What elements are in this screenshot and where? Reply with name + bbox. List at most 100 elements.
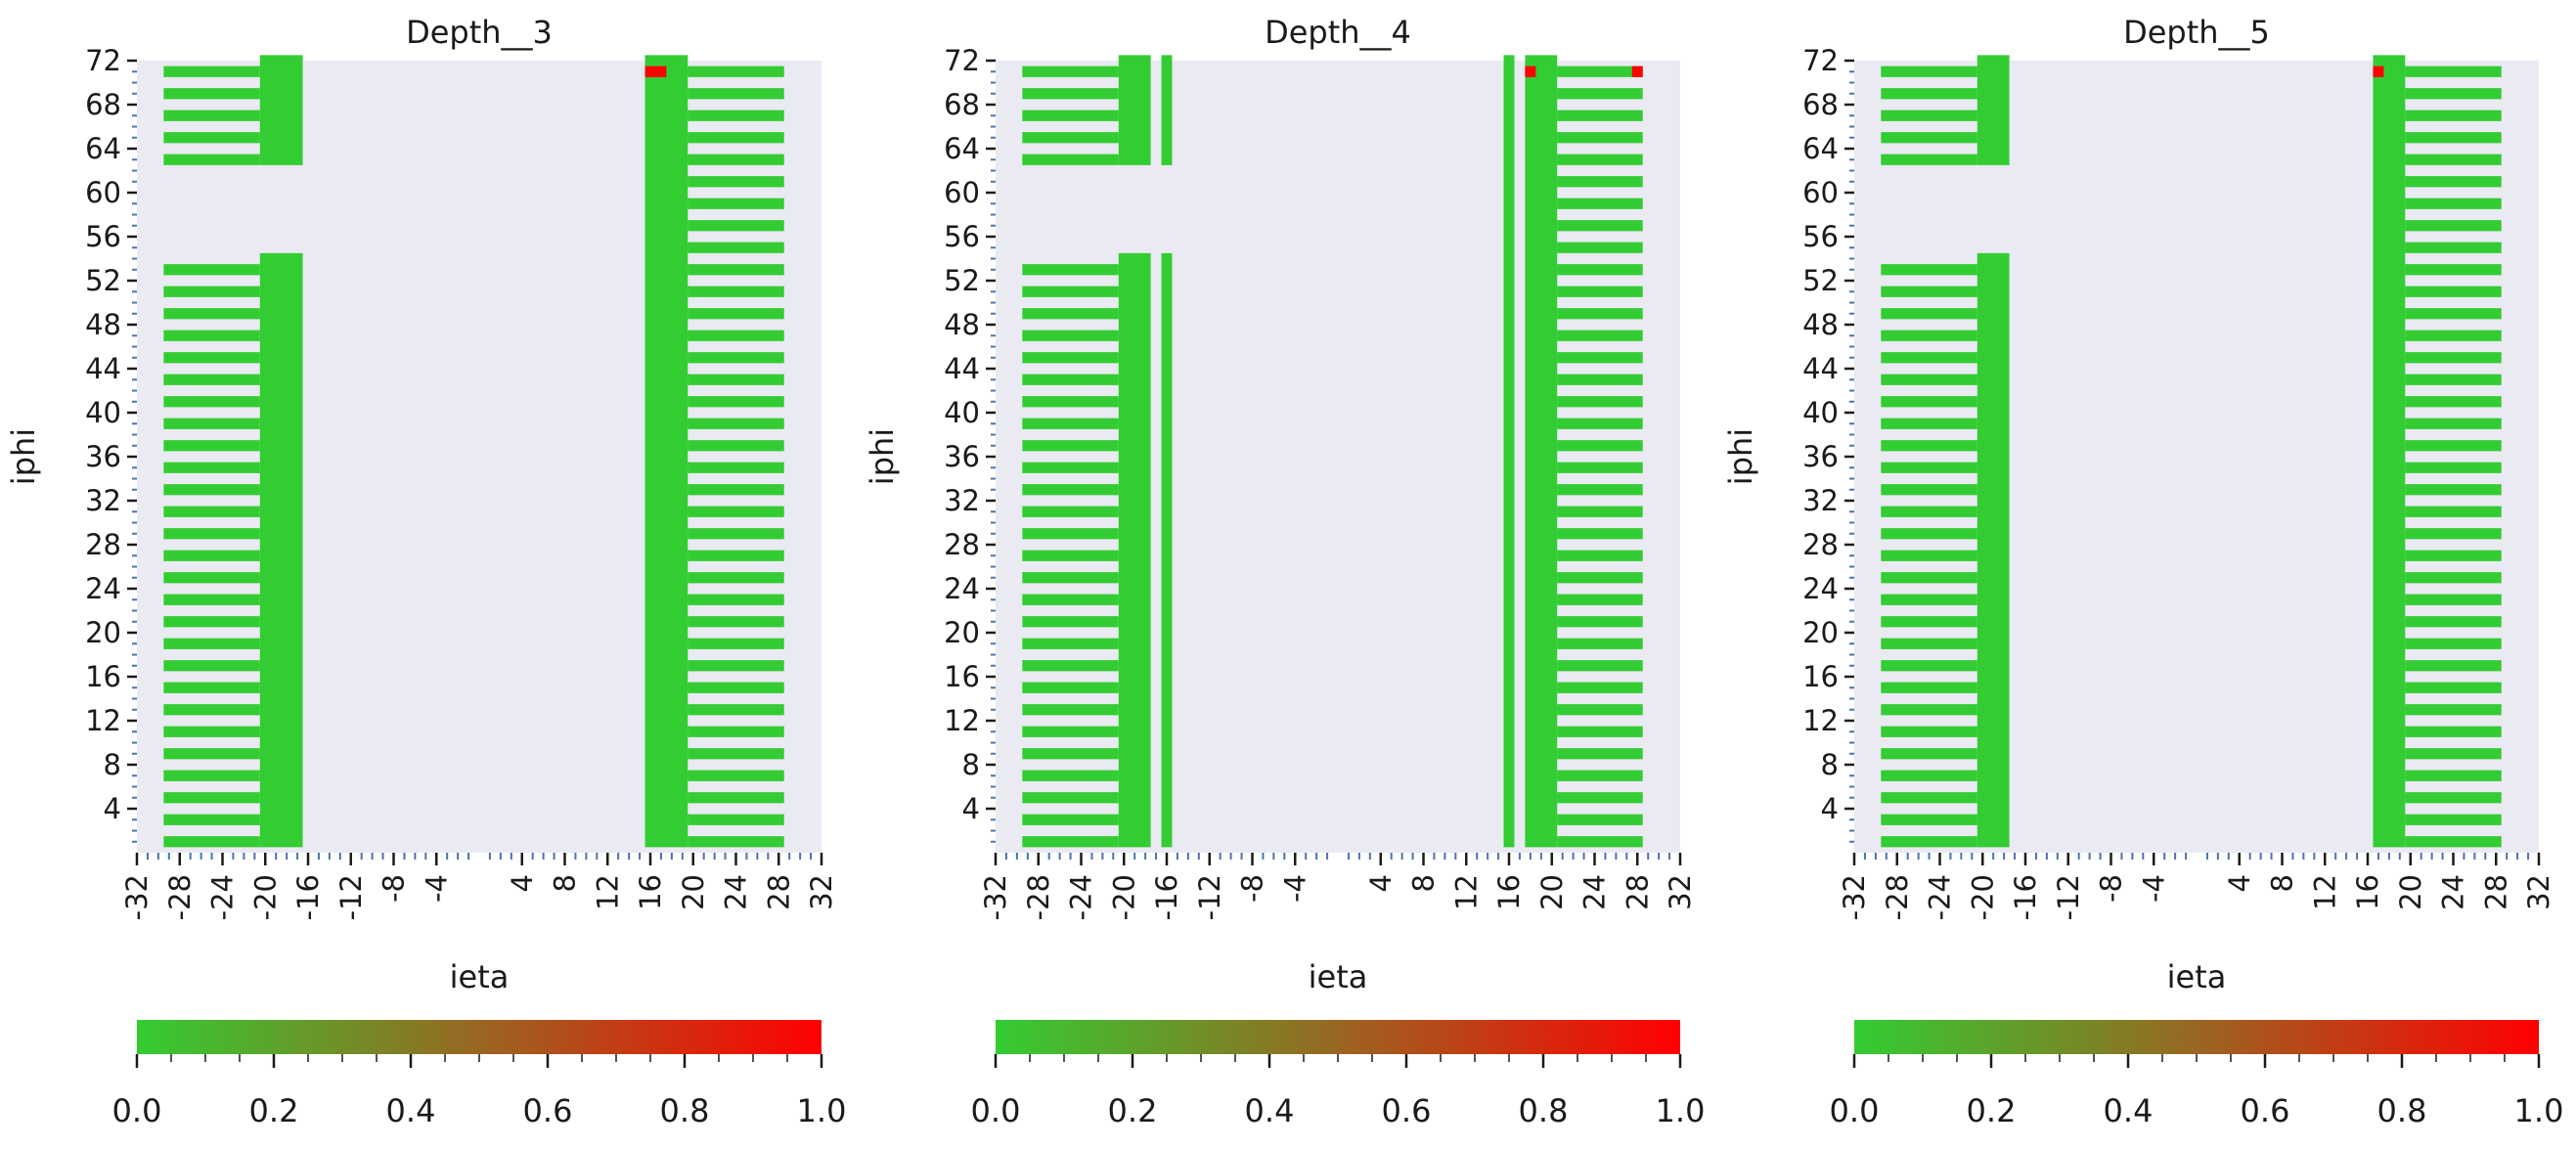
x-tick-label: -28	[1881, 874, 1914, 920]
heatmap-cell-row	[688, 594, 784, 605]
x-tick-label: 24	[720, 874, 753, 910]
heatmap-cell-row	[163, 132, 260, 144]
y-tick-label: 28	[85, 528, 121, 561]
heatmap-cell-row	[688, 66, 784, 77]
heatmap-cell-row	[688, 462, 784, 473]
heatmap-cell-row	[2405, 726, 2502, 737]
heatmap-cell-row	[2405, 66, 2502, 77]
y-tick-label: 40	[1802, 396, 1839, 429]
heatmap-cell-row	[2405, 550, 2502, 561]
colorbar-tick-label: 1.0	[797, 1092, 847, 1129]
y-tick-label: 8	[962, 748, 980, 781]
y-axis-label: iphi	[5, 428, 42, 485]
colorbar-tick-label: 0.8	[2377, 1092, 2427, 1129]
plot-area	[1854, 61, 2539, 853]
colorbar-tick-label: 0.6	[2241, 1092, 2290, 1129]
y-tick-label: 40	[944, 396, 980, 429]
y-tick-label: 12	[1802, 704, 1839, 737]
heatmap-cell-row	[1881, 616, 1977, 628]
heatmap-cell-row	[688, 528, 784, 540]
heatmap-cell-row	[163, 638, 260, 649]
heatmap-cell-row	[1881, 770, 1977, 781]
heatmap-cell-row	[1881, 704, 1977, 716]
y-tick-label: 16	[1802, 660, 1839, 693]
y-tick-label: 44	[85, 352, 121, 385]
heatmap-cell-row	[163, 308, 260, 320]
heatmap-cell-row	[1557, 836, 1643, 848]
x-tick-label: 24	[2437, 874, 2470, 910]
x-tick-label: 4	[2223, 874, 2256, 892]
heatmap-cell-row	[2405, 572, 2502, 584]
plot-area	[996, 61, 1680, 853]
heatmap-cell-row	[688, 308, 784, 320]
heatmap-cell-row	[163, 330, 260, 341]
heatmap-cell-row	[1022, 484, 1119, 496]
heatmap-cell-row	[1557, 660, 1643, 672]
y-tick-label: 36	[1802, 440, 1839, 473]
heatmap-cell-row	[163, 374, 260, 385]
heatmap-cell-row	[1022, 638, 1119, 649]
heatmap-cell-row	[688, 352, 784, 364]
heatmap-cell-row	[2405, 330, 2502, 341]
heatmap-cell-row	[163, 660, 260, 672]
y-tick-label: 68	[1802, 88, 1839, 121]
heatmap-cell-row	[1881, 726, 1977, 737]
y-tick-label: 72	[1802, 44, 1839, 77]
heatmap-cell-row	[688, 88, 784, 100]
colorbar-tick-label: 0.6	[1382, 1092, 1432, 1129]
heatmap-cell-row	[2405, 264, 2502, 276]
heatmap-cell-row	[2405, 198, 2502, 209]
y-tick-label: 60	[1802, 176, 1839, 209]
x-tick-label: -32	[120, 874, 154, 920]
heatmap-cell-row	[163, 462, 260, 473]
y-tick-label: 40	[85, 396, 121, 429]
heatmap-cell-row	[2405, 484, 2502, 496]
heatmap-cell-row	[1022, 682, 1119, 693]
heatmap-cell-row	[2405, 792, 2502, 804]
heatmap-cell-row	[1557, 88, 1643, 100]
y-tick-label: 52	[85, 264, 121, 297]
heatmap-cell-row	[688, 132, 784, 144]
heatmap-cell-row	[1557, 132, 1643, 144]
heatmap-cell-row	[1881, 264, 1977, 276]
colorbar-tick-label: 0.2	[1108, 1092, 1158, 1129]
y-tick-label: 20	[85, 616, 121, 649]
y-tick-label: 48	[1802, 308, 1839, 341]
heatmap-cell-row	[1557, 704, 1643, 716]
heatmap-cell-block	[2373, 55, 2406, 848]
heatmap-cell-row	[1557, 396, 1643, 408]
heatmap-cell-row	[2405, 242, 2502, 253]
y-tick-label: 4	[104, 792, 121, 825]
heatmap-cell-row	[2405, 616, 2502, 628]
y-tick-label: 8	[104, 748, 121, 781]
x-axis-label: ieta	[450, 958, 510, 995]
heatmap-cell-row	[688, 418, 784, 429]
heatmap-cell-row	[1557, 286, 1643, 297]
heatmap-cell-row	[1022, 264, 1119, 276]
heatmap-hot-cell	[2373, 66, 2384, 77]
heatmap-cell-row	[1881, 396, 1977, 408]
colorbar-tick-label: 0.2	[1967, 1092, 2017, 1129]
heatmap-cell-row	[2405, 528, 2502, 540]
heatmap-cell-row	[688, 440, 784, 452]
heatmap-cell-row	[1557, 616, 1643, 628]
heatmap-cell-row	[688, 726, 784, 737]
heatmap-cell-row	[163, 814, 260, 825]
chart-title: Depth__4	[1265, 14, 1411, 51]
heatmap-cell-row	[1557, 110, 1643, 121]
heatmap-cell-row	[1022, 572, 1119, 584]
heatmap-cell-row	[688, 814, 784, 825]
y-tick-label: 24	[1802, 572, 1839, 605]
heatmap-cell-row	[688, 374, 784, 385]
heatmap-cell-row	[1557, 264, 1643, 276]
heatmap-cell-row	[2405, 220, 2502, 232]
x-tick-label: 32	[805, 874, 838, 910]
heatmap-cell-row	[1022, 286, 1119, 297]
colorbar-tick-label: 1.0	[1656, 1092, 1706, 1129]
heatmap-cell-row	[1557, 154, 1643, 165]
y-tick-label: 24	[944, 572, 980, 605]
heatmap-cell-row	[2405, 176, 2502, 188]
